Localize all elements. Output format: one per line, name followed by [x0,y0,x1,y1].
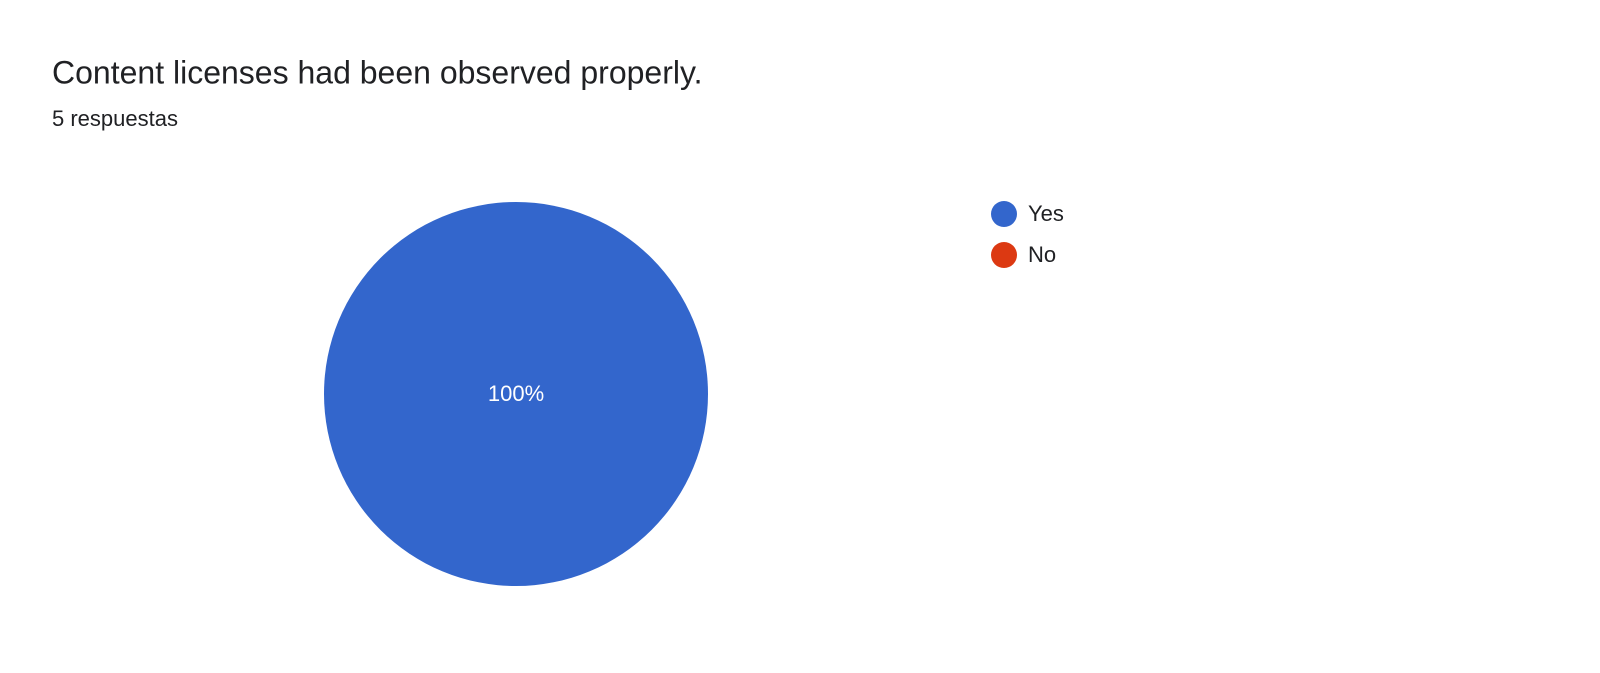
chart-title: Content licenses had been observed prope… [52,54,702,90]
chart-subtitle: 5 respuestas [52,106,178,131]
pie-slice [324,202,708,586]
legend-label: No [1028,242,1056,267]
legend-marker [991,242,1017,268]
legend-marker [991,201,1017,227]
value-label: 100% [488,381,544,406]
legend-label: Yes [1028,201,1064,226]
